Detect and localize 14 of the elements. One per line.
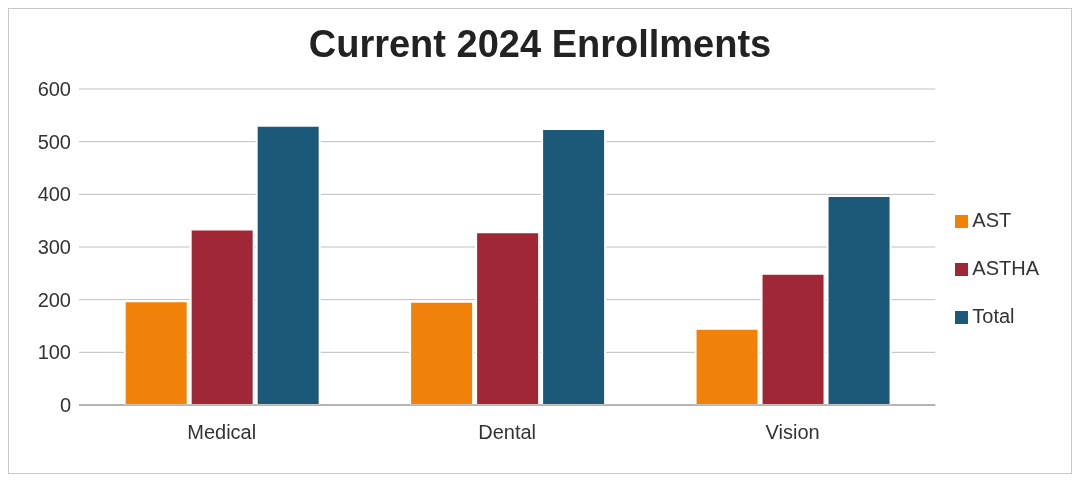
y-tick-label: 500 bbox=[37, 130, 71, 153]
chart-title: Current 2024 Enrollments bbox=[307, 22, 773, 67]
x-tick-label: Medical bbox=[187, 421, 257, 444]
legend-label: ASTHA bbox=[972, 256, 1039, 279]
x-tick-label: Dental bbox=[478, 421, 537, 444]
y-tick-label: 400 bbox=[37, 183, 71, 206]
y-tick-label: 200 bbox=[37, 288, 71, 311]
legend-label: AST bbox=[972, 208, 1012, 231]
y-tick-label: 300 bbox=[37, 236, 71, 259]
y-tick-label: 600 bbox=[37, 78, 71, 101]
y-tick-label: 100 bbox=[37, 341, 71, 364]
legend-label: Total bbox=[972, 304, 1015, 327]
x-tick-label: Vision bbox=[765, 421, 820, 444]
y-tick-label: 0 bbox=[59, 394, 71, 417]
